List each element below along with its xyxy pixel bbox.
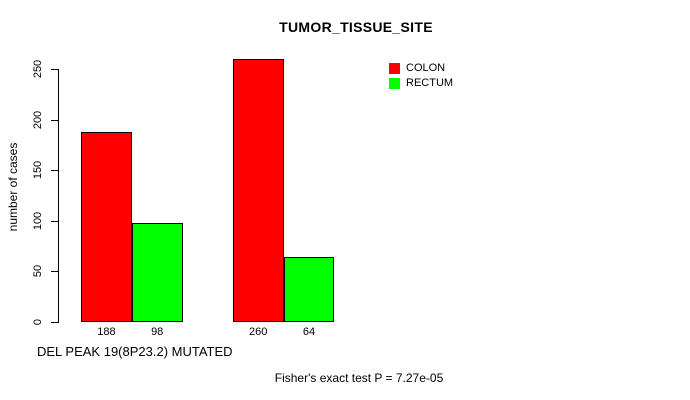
bar-colon-2 (232, 59, 284, 322)
stat-annotation: Fisher's exact test P = 7.27e-05 (274, 371, 444, 385)
legend-label: COLON (406, 62, 446, 74)
y-axis-tick-label: 50 (32, 265, 44, 278)
bar-rectum-2 (283, 257, 335, 322)
y-axis-tick (51, 119, 58, 121)
legend-swatch-colon (389, 62, 400, 74)
x-axis-label: DEL PEAK 19(8P23.2) MUTATED (37, 344, 233, 359)
bar-colon-1 (81, 131, 132, 322)
bar-value-label: 260 (249, 326, 268, 338)
legend-label: RECTUM (406, 77, 454, 89)
y-axis-line (58, 69, 59, 323)
y-axis-tick (51, 220, 58, 222)
y-axis-tick (51, 322, 58, 323)
bar-value-label: 188 (97, 326, 116, 338)
y-axis-label: number of cases (6, 142, 20, 232)
legend-item-rectum: RECTUM (389, 77, 453, 89)
y-axis-tick (51, 69, 58, 71)
bar-rectum-1 (131, 222, 183, 322)
chart-title: TUMOR_TISSUE_SITE (279, 19, 433, 35)
y-axis-tick-label: 200 (32, 110, 44, 129)
bar-value-label: 98 (151, 326, 164, 338)
y-axis-tick (51, 271, 58, 273)
legend-item-colon: COLON (389, 62, 453, 74)
y-axis-tick-label: 150 (32, 161, 44, 180)
y-axis-tick (51, 170, 58, 172)
y-axis-tick-label: 100 (32, 211, 44, 231)
y-axis-tick-label: 250 (32, 60, 44, 79)
bar-value-label: 64 (302, 326, 316, 338)
y-axis-tick-label: 0 (32, 318, 44, 326)
legend-swatch-rectum (389, 77, 400, 89)
legend: COLON RECTUM (389, 62, 453, 92)
